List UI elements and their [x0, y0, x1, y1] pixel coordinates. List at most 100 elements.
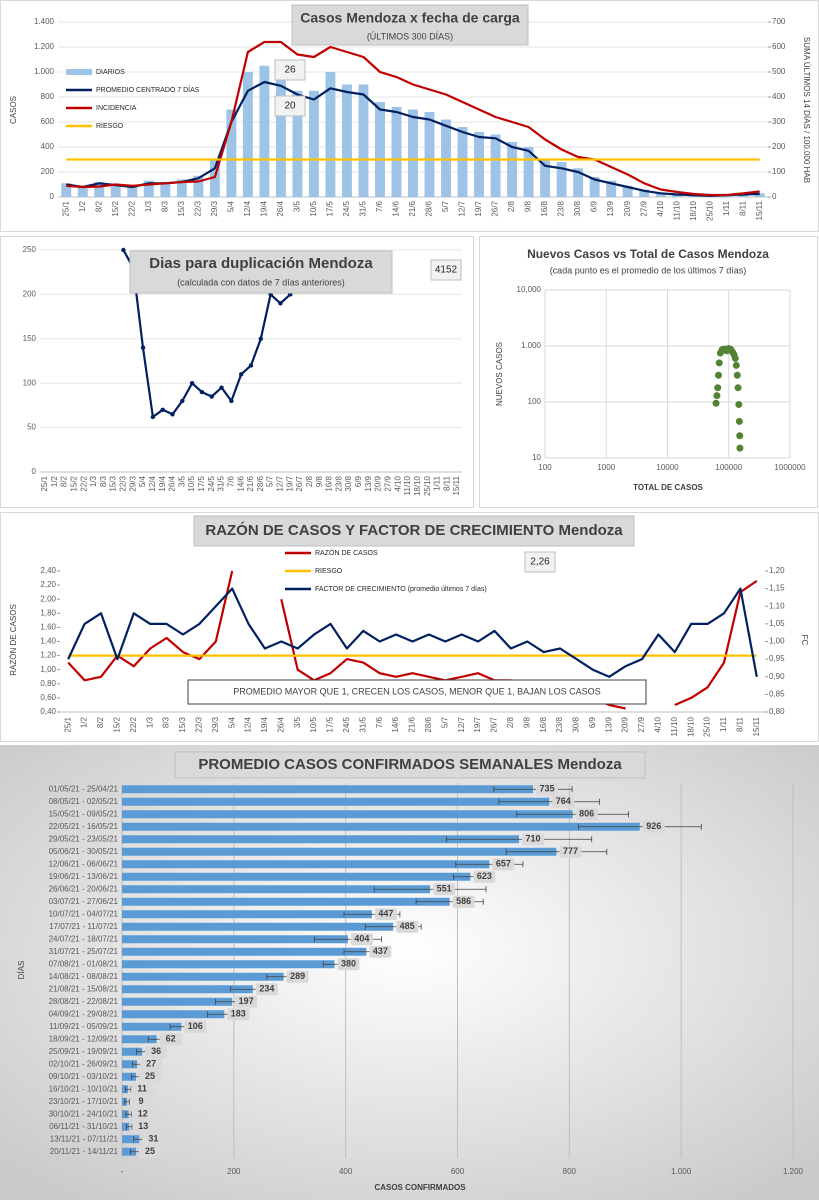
- scatter-point: [713, 392, 721, 400]
- bar: [556, 162, 567, 197]
- y-tick-label: 25/09/21 - 19/09/21: [49, 1047, 119, 1056]
- x-tick-label: 7/6: [375, 716, 384, 728]
- annotation-box: [274, 59, 306, 81]
- value-label: 777: [563, 846, 578, 856]
- x-tick-label: 1.200: [783, 1167, 804, 1176]
- value-label-box: [535, 783, 558, 796]
- line-marker: [238, 372, 244, 377]
- bar: [122, 797, 550, 806]
- error-bar: [124, 1098, 130, 1105]
- legend-label: DIARIOS: [96, 69, 125, 76]
- bar: [358, 84, 369, 197]
- error-bar: [493, 786, 573, 793]
- bar: [441, 119, 451, 197]
- value-label: 710: [525, 834, 540, 844]
- x-tick-label: 12/4: [148, 475, 157, 491]
- x-tick-label: 12/7: [458, 200, 467, 216]
- x-tick-label: 25/1: [40, 475, 49, 491]
- x-tick-label: 12/4: [244, 716, 253, 732]
- y-tick-label: 800: [41, 92, 55, 101]
- x-tick-label: 600: [451, 1167, 465, 1176]
- bar: [122, 935, 348, 944]
- value-label: 12: [138, 1109, 148, 1119]
- y-tick-label: 250: [23, 245, 37, 254]
- y-tick-label: 1.200: [34, 42, 55, 51]
- y-tick-label: 1.400: [34, 17, 55, 26]
- y2-tick-label: 1,15: [769, 584, 785, 593]
- scatter-point: [736, 432, 744, 440]
- y-tick-label: 05/06/21 - 30/05/21: [49, 847, 119, 856]
- bar: [122, 810, 573, 819]
- x-tick-label: 5/4: [227, 716, 236, 728]
- value-label: 657: [496, 859, 511, 869]
- y-tick-label: 1,60: [40, 623, 56, 632]
- annotation: 4152: [435, 265, 458, 276]
- chart-subtitle: (ÚLTIMOS 300 DÍAS): [367, 31, 453, 41]
- y2-tick-label: 600: [772, 42, 786, 51]
- bar: [242, 72, 253, 197]
- y2-tick-label: 0,90: [769, 672, 785, 681]
- value-label-box: [433, 883, 456, 896]
- error-bar: [516, 811, 630, 818]
- bar: [193, 175, 204, 197]
- y2-tick-label: 0,85: [769, 689, 785, 698]
- chart-title: Dias para duplicación Mendoza: [149, 255, 373, 272]
- annotation: 2,26: [530, 557, 550, 568]
- y-tick-label: 1.000: [521, 341, 542, 350]
- x-tick-label: 10/5: [309, 200, 318, 216]
- x-tick-label: 12/7: [276, 475, 285, 491]
- value-label: 62: [166, 1034, 176, 1044]
- y-tick-label: 07/08/21 - 01/08/21: [49, 959, 119, 968]
- legend-label: RIESGO: [315, 568, 343, 575]
- x-tick-label: 14/6: [236, 475, 245, 491]
- x-tick-label: 1/2: [80, 716, 89, 728]
- x-tick-label: 25/10: [703, 716, 712, 737]
- line-marker: [278, 301, 283, 306]
- x-tick-label: 800: [563, 1167, 577, 1176]
- bar: [122, 847, 557, 856]
- y-tick-label: 2,40: [40, 566, 56, 575]
- y-tick-label: 10,000: [517, 285, 542, 294]
- x-tick-label: 1/3: [89, 475, 98, 487]
- x-tick-label: 2/8: [506, 716, 515, 728]
- bar: [655, 192, 666, 197]
- value-label: 9: [139, 1096, 144, 1106]
- value-label: 586: [456, 896, 471, 906]
- x-tick-label: 2/8: [305, 475, 314, 487]
- x-tick-label: 1/2: [50, 475, 59, 487]
- x-tick-label: 25/1: [61, 200, 70, 216]
- note-box: [187, 679, 647, 705]
- x-tick-label: 3/5: [177, 475, 186, 487]
- x-tick-label: 13/9: [604, 716, 613, 732]
- x-tick-label: 9/8: [315, 475, 324, 487]
- x-tick-label: 1/3: [144, 200, 153, 212]
- value-label-box: [286, 970, 309, 983]
- y-tick-label: 600: [41, 117, 55, 126]
- x-tick-label: 3/5: [293, 716, 302, 728]
- x-tick-label: 100: [538, 463, 552, 472]
- x-tick-label: 20/9: [621, 716, 630, 732]
- y-tick-label: 0: [50, 192, 55, 201]
- x-tick-label: 22/3: [119, 475, 128, 491]
- value-label-box: [145, 1045, 168, 1058]
- value-label: 404: [354, 934, 369, 944]
- x-tick-label: 31/5: [358, 716, 367, 732]
- value-label: 735: [539, 784, 554, 794]
- annotation: 20: [284, 101, 296, 112]
- scatter-point: [714, 371, 722, 379]
- x-tick-label: 26/4: [276, 716, 285, 732]
- x-tick-label: 15/11: [755, 200, 764, 220]
- value-label: 764: [556, 796, 571, 806]
- x-tick-label: 26/7: [490, 716, 499, 732]
- bar: [122, 1035, 157, 1044]
- bar: [143, 180, 154, 197]
- title-box: [174, 751, 646, 779]
- y2-tick-label: 400: [772, 92, 786, 101]
- x-axis-label: CASOS CONFIRMADOS: [374, 1183, 466, 1192]
- y-tick-label: 14/08/21 - 08/08/21: [49, 972, 119, 981]
- chart-subtitle: (cada punto es el promedio de los último…: [550, 265, 747, 275]
- x-tick-label: 27/9: [384, 475, 393, 491]
- x-tick-label: 8/3: [162, 716, 171, 728]
- value-label: 234: [259, 984, 274, 994]
